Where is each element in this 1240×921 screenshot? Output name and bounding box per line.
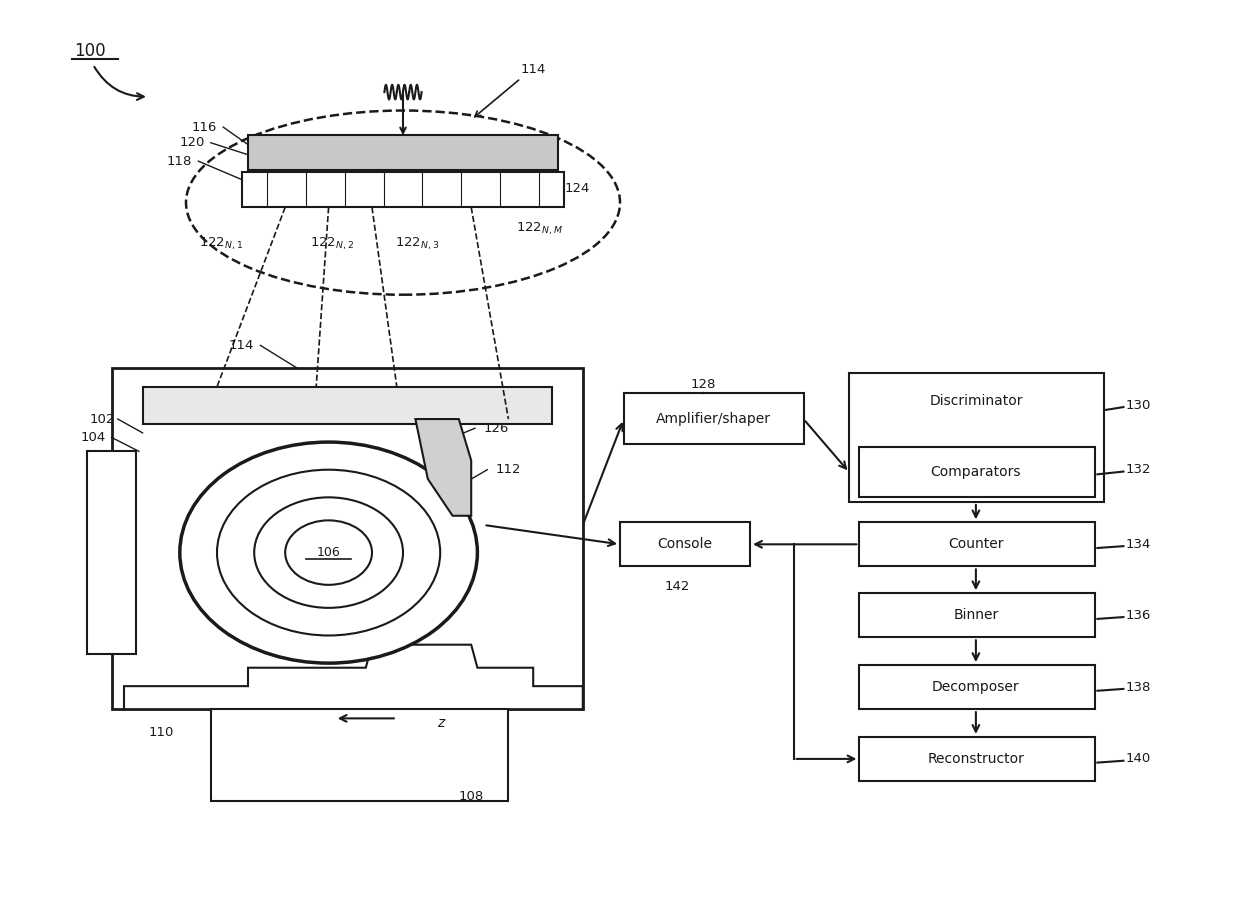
FancyBboxPatch shape	[87, 451, 136, 654]
Polygon shape	[415, 419, 471, 516]
Text: 132: 132	[1126, 463, 1152, 476]
Text: Decomposer: Decomposer	[932, 680, 1019, 694]
FancyBboxPatch shape	[859, 447, 1095, 497]
Text: Console: Console	[657, 537, 712, 552]
Text: 138: 138	[1126, 681, 1151, 694]
Text: 106: 106	[316, 546, 341, 559]
Text: 134: 134	[1126, 538, 1151, 551]
Text: $122_{N,M}$: $122_{N,M}$	[516, 220, 563, 237]
Text: 130: 130	[1126, 399, 1151, 412]
Text: Comparators: Comparators	[931, 465, 1021, 480]
FancyBboxPatch shape	[859, 737, 1095, 781]
Text: 108: 108	[459, 790, 484, 803]
Text: 112: 112	[496, 463, 522, 476]
Text: $122_{N,2}$: $122_{N,2}$	[310, 236, 355, 252]
Text: Discriminator: Discriminator	[929, 393, 1023, 408]
Text: 110: 110	[149, 726, 174, 739]
Text: Counter: Counter	[949, 537, 1003, 552]
Text: 100: 100	[74, 41, 107, 60]
Text: 140: 140	[1126, 752, 1151, 765]
FancyBboxPatch shape	[242, 172, 564, 207]
Text: 128: 128	[691, 379, 715, 391]
Text: z: z	[436, 716, 444, 730]
Text: Reconstructor: Reconstructor	[928, 752, 1024, 766]
FancyBboxPatch shape	[112, 368, 583, 709]
FancyBboxPatch shape	[849, 373, 1104, 502]
Text: 114: 114	[521, 63, 546, 76]
Text: 126: 126	[484, 422, 508, 435]
Text: 114: 114	[229, 339, 254, 352]
Text: 136: 136	[1126, 609, 1151, 622]
Circle shape	[180, 442, 477, 663]
Polygon shape	[124, 645, 583, 709]
Text: 116: 116	[192, 121, 217, 134]
FancyBboxPatch shape	[859, 593, 1095, 637]
Text: 142: 142	[665, 580, 689, 593]
Circle shape	[285, 520, 372, 585]
Text: $122_{N,3}$: $122_{N,3}$	[394, 236, 439, 252]
Text: Amplifier/shaper: Amplifier/shaper	[656, 412, 770, 426]
FancyBboxPatch shape	[859, 665, 1095, 709]
FancyBboxPatch shape	[624, 393, 804, 444]
FancyBboxPatch shape	[211, 709, 508, 801]
FancyBboxPatch shape	[143, 387, 552, 424]
Text: 118: 118	[167, 155, 192, 168]
Text: 124: 124	[564, 182, 589, 195]
Text: $122_{N,1}$: $122_{N,1}$	[198, 236, 243, 252]
FancyBboxPatch shape	[248, 135, 558, 170]
FancyBboxPatch shape	[859, 522, 1095, 566]
FancyBboxPatch shape	[620, 522, 750, 566]
Text: 120: 120	[180, 136, 205, 149]
Text: 104: 104	[81, 431, 105, 444]
Text: Binner: Binner	[954, 608, 998, 623]
Text: 102: 102	[91, 413, 115, 426]
